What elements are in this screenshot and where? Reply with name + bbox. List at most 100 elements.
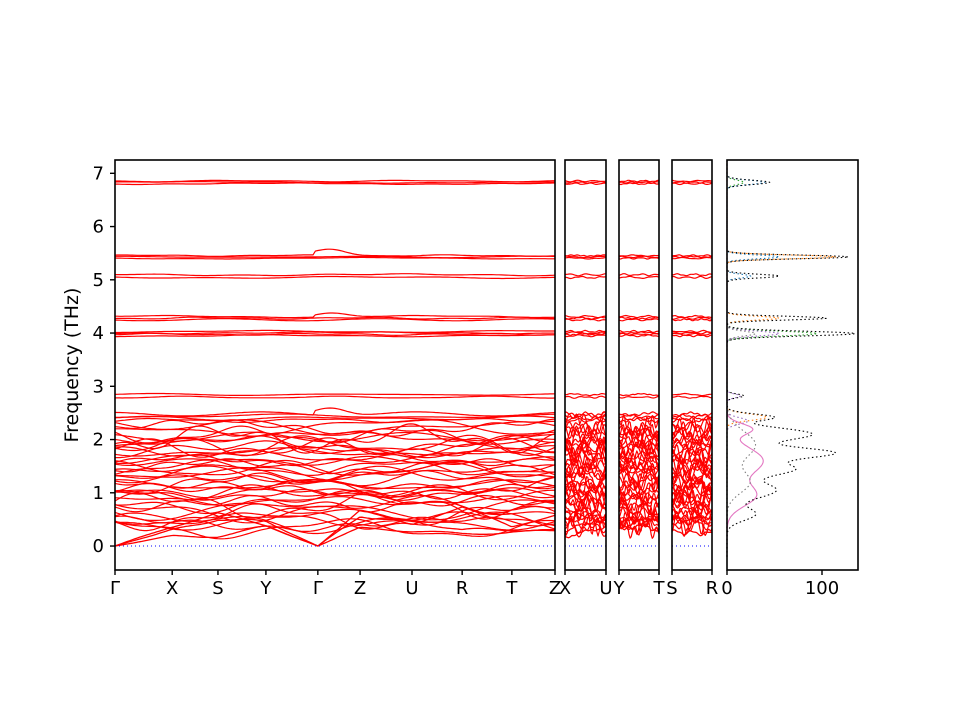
optical-band	[114, 515, 556, 532]
optical-band	[114, 489, 556, 515]
kpoint-label: X	[166, 578, 178, 599]
optical-band	[671, 434, 713, 449]
kpoint-label: S	[666, 578, 677, 599]
flat-band	[115, 255, 555, 259]
flat-band	[618, 318, 660, 322]
flat-band	[115, 395, 556, 399]
optical-band	[114, 488, 556, 501]
optical-band	[618, 501, 660, 516]
flat-band	[114, 407, 556, 417]
kpoint-label: S	[212, 578, 223, 599]
optical-band	[114, 511, 556, 527]
y-tick-label: 1	[93, 483, 104, 504]
optical-band	[671, 445, 713, 458]
flat-band	[565, 331, 607, 335]
optical-band	[618, 459, 660, 472]
flat-band	[564, 256, 607, 260]
kpoint-label: Z	[354, 578, 366, 599]
kpoint-label: Z	[549, 578, 561, 599]
optical-band	[618, 517, 660, 536]
flat-band	[618, 334, 660, 338]
flat-band	[564, 254, 607, 257]
flat-band	[671, 334, 712, 338]
optical-band	[671, 487, 713, 517]
flat-band	[114, 316, 555, 320]
y-axis-label: Frequency (THz)	[61, 288, 83, 443]
flat-band	[114, 256, 555, 260]
optical-band	[671, 438, 713, 469]
pdos-pink-curve	[726, 160, 764, 557]
flat-band	[618, 257, 660, 260]
optical-band	[618, 426, 660, 440]
optical-band	[671, 516, 713, 532]
dos-panel-frame	[726, 159, 859, 571]
flat-band	[671, 331, 713, 335]
flat-band	[618, 179, 659, 183]
y-tick-label: 0	[93, 536, 104, 557]
optical-band	[115, 508, 556, 531]
optical-band	[564, 491, 607, 514]
optical-band	[671, 515, 713, 526]
optical-band	[564, 481, 607, 498]
optical-band	[671, 489, 713, 507]
flat-band	[671, 254, 713, 257]
optical-band	[114, 418, 556, 437]
flat-band	[564, 255, 606, 259]
kpoint-label: T	[653, 578, 666, 599]
y-tick-label: 6	[93, 217, 104, 238]
acoustic-band	[114, 516, 556, 547]
flat-band	[618, 395, 660, 399]
optical-band	[564, 458, 607, 479]
panel-frame	[114, 159, 556, 571]
optical-band	[114, 465, 555, 483]
flat-band	[618, 254, 660, 257]
optical-band	[114, 511, 556, 535]
optical-band	[114, 425, 556, 445]
kpoint-label: Γ	[313, 578, 323, 599]
optical-band	[671, 428, 713, 441]
flat-band	[115, 312, 556, 319]
flat-band	[618, 411, 660, 417]
flat-band	[618, 255, 660, 259]
flat-band	[115, 413, 556, 418]
optical-band	[564, 425, 607, 455]
flat-band	[564, 275, 606, 280]
panel-frame	[618, 159, 660, 571]
flat-band	[564, 315, 606, 319]
flat-band	[672, 395, 713, 399]
optical-band	[618, 487, 660, 500]
optical-band	[618, 428, 660, 452]
kpoint-label: R	[456, 578, 469, 599]
optical-band	[618, 491, 660, 502]
y-tick-label: 5	[93, 270, 104, 291]
optical-band	[564, 507, 607, 537]
optical-band	[618, 463, 660, 486]
optical-band	[114, 503, 556, 532]
optical-band	[671, 478, 713, 499]
flat-band	[115, 318, 556, 322]
optical-band	[114, 431, 556, 443]
flat-band	[564, 334, 607, 338]
optical-band	[114, 419, 556, 437]
flat-band	[671, 179, 713, 183]
flat-band	[564, 395, 607, 399]
optical-band	[618, 490, 660, 509]
kpoint-label: U	[405, 578, 418, 599]
panel-frame	[564, 159, 607, 571]
flat-band	[564, 411, 607, 417]
optical-band	[114, 470, 556, 493]
flat-band	[565, 393, 607, 397]
optical-band	[564, 467, 607, 480]
flat-band	[564, 273, 607, 277]
flat-band	[115, 329, 555, 334]
kpoint-label: Y	[259, 578, 272, 599]
flat-band	[618, 316, 660, 320]
panel-frame	[671, 159, 713, 571]
kpoint-label: R	[706, 578, 719, 599]
optical-band	[114, 445, 556, 459]
y-tick-label: 7	[93, 163, 104, 184]
optical-band	[618, 460, 660, 489]
flat-band	[114, 275, 555, 280]
flat-band	[114, 417, 556, 424]
